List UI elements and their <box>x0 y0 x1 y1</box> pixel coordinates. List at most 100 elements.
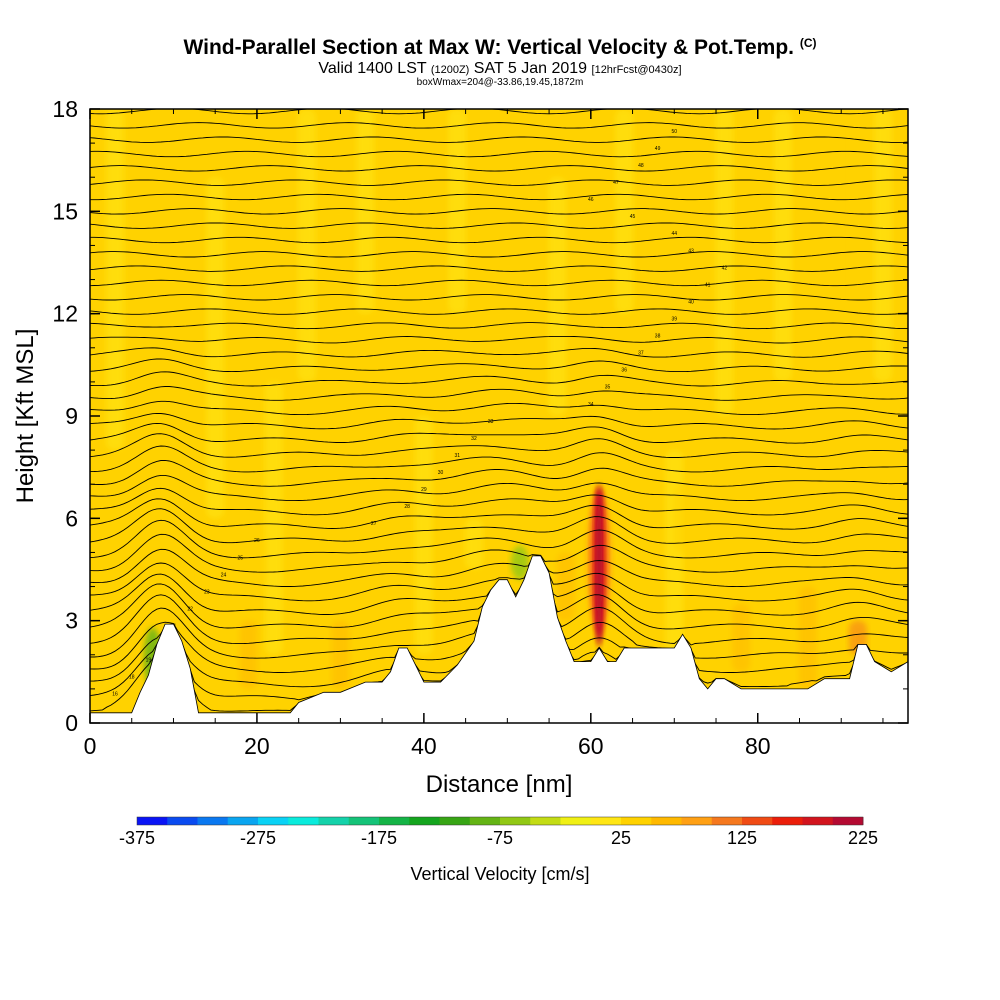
colorbar: -375 -275 -175 -75 25 125 225 <box>119 816 878 848</box>
theta-isentrope <box>90 358 908 373</box>
field-streak <box>673 484 692 553</box>
theta-label: 42 <box>722 265 728 271</box>
theta-isentrope <box>90 386 908 401</box>
y-tick-label: 9 <box>65 403 78 429</box>
y-tick-label: 6 <box>65 505 78 531</box>
field-streak <box>464 518 483 570</box>
theta-label: 28 <box>404 504 410 510</box>
colorbar-swatch <box>681 817 713 825</box>
theta-isentrope <box>90 459 908 487</box>
theta-label: 26 <box>254 538 260 544</box>
colorbar-tick-label: 225 <box>848 828 878 848</box>
colorbar-tick-label: 125 <box>727 828 757 848</box>
theta-isentrope <box>90 347 908 358</box>
colorbar-frame <box>136 816 864 826</box>
theta-label: 16 <box>112 692 118 698</box>
y-axis-label: Height [Kft MSL] <box>12 329 39 504</box>
field-streak <box>264 381 283 655</box>
theta-label: 44 <box>672 231 678 237</box>
theta-label: 47 <box>613 180 619 186</box>
theta-label: 49 <box>655 146 661 152</box>
colorbar-swatch <box>227 817 259 825</box>
theta-isentrope <box>90 422 908 444</box>
field-streak <box>331 620 350 689</box>
theta-label: 31 <box>454 453 460 459</box>
theta-label: 36 <box>621 368 627 374</box>
downdraft-cell <box>510 545 529 580</box>
colorbar-swatch <box>802 817 834 825</box>
theta-isentrope <box>90 533 908 573</box>
field-streak <box>106 109 125 451</box>
theta-isentrope <box>90 308 908 315</box>
y-tick-label: 12 <box>52 301 78 327</box>
y-tick-label: 0 <box>65 710 78 736</box>
theta-isentrope <box>90 400 908 416</box>
field-streak <box>832 109 851 314</box>
copyright-mark: (C) <box>799 36 817 50</box>
theta-label: 39 <box>672 316 678 322</box>
field-streak <box>665 450 684 655</box>
colorbar-swatch <box>621 817 652 825</box>
theta-label: 24 <box>221 572 227 578</box>
theta-isentrope <box>90 412 908 430</box>
theta-label: 19 <box>146 658 152 664</box>
theta-label: 32 <box>471 436 477 442</box>
chart-subtitle: Valid 1400 LST (1200Z) SAT 5 Jan 2019 [1… <box>0 60 1000 78</box>
theta-isentrope <box>90 561 908 602</box>
colorbar-tick-label: -275 <box>240 828 276 848</box>
theta-label: 22 <box>187 606 193 612</box>
colorbar-swatch <box>651 817 682 825</box>
colorbar-swatch <box>772 817 803 825</box>
x-axis: 0 20 40 60 80 <box>84 109 884 759</box>
colorbar-swatch <box>318 817 350 825</box>
theta-isentrope <box>90 193 908 201</box>
field-streak <box>798 586 817 689</box>
colorbar-swatch <box>742 817 773 825</box>
colorbar-swatch <box>348 817 380 825</box>
colorbar-swatch <box>439 817 471 825</box>
theta-label: 18 <box>129 675 135 681</box>
theta-isentrope <box>90 136 908 143</box>
theta-isentrope <box>90 222 908 229</box>
colorbar-tick-label: 25 <box>611 828 631 848</box>
x-axis-label: Distance [nm] <box>426 771 573 798</box>
field-streak <box>732 603 751 672</box>
field-streak <box>414 416 433 655</box>
theta-contours: 1618192021222324252627282930313233343536… <box>90 109 908 712</box>
theta-label: 50 <box>672 129 678 135</box>
colorbar-tick-label: -375 <box>119 828 155 848</box>
x-tick-label: 60 <box>578 733 604 759</box>
field-streak <box>531 450 550 519</box>
theta-label: 48 <box>638 163 644 169</box>
field-streak <box>640 518 659 621</box>
field-streak <box>456 569 475 621</box>
theta-label: 40 <box>688 299 694 305</box>
colorbar-tick-label: -175 <box>361 828 397 848</box>
theta-isentrope <box>90 251 908 258</box>
x-tick-label: 20 <box>244 733 270 759</box>
y-tick-label: 3 <box>65 608 78 634</box>
colorbar-swatch <box>409 817 440 825</box>
colorbar-swatch <box>590 817 622 825</box>
theta-label: 25 <box>237 555 243 561</box>
valid-date: SAT 5 Jan 2019 <box>473 60 588 77</box>
colorbar-swatch <box>197 817 229 825</box>
theta-label: 30 <box>438 470 444 476</box>
velocity-field <box>106 109 892 689</box>
field-streak <box>122 484 141 553</box>
colorbar-swatch <box>288 817 319 825</box>
wmax-updraft-core <box>596 484 603 648</box>
theta-label: 23 <box>204 589 210 595</box>
theta-isentrope <box>90 508 908 544</box>
field-streak <box>239 620 258 689</box>
theta-isentrope <box>90 487 908 516</box>
field-streak <box>548 177 567 416</box>
title-text: Wind-Parallel Section at Max W: Vertical… <box>183 36 794 59</box>
field-streak <box>381 586 400 655</box>
colorbar-tick-label: -75 <box>487 828 513 848</box>
colorbar-swatch <box>500 817 531 825</box>
colorbar-swatch <box>469 817 501 825</box>
colorbar-swatch <box>711 817 743 825</box>
theta-label: 35 <box>605 385 611 391</box>
